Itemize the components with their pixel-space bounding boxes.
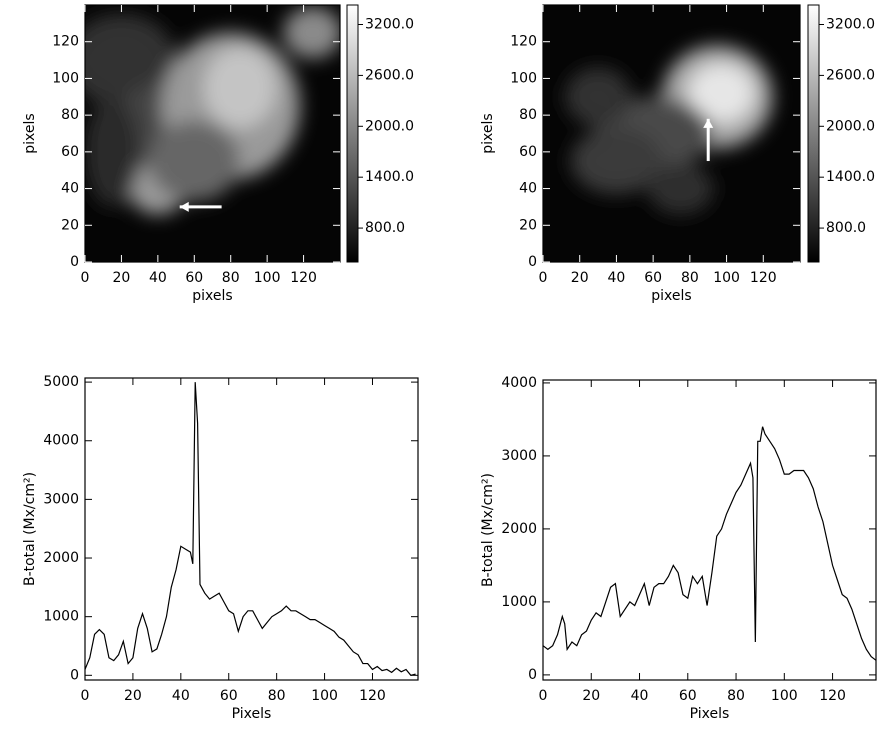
colorbar-tick-label: 2000.0 [826,118,875,134]
y-axis-label: B-total (Mx/cm²) [480,473,496,587]
y-tick-label: 120 [510,34,537,50]
colorbar-tick-label: 2000.0 [365,118,414,134]
field-region [647,162,714,215]
x-tick-label: 100 [771,688,798,704]
field-region [148,120,240,202]
y-tick-label: 120 [52,34,79,50]
x-tick-label: 100 [254,270,281,286]
y-tick-label: 40 [519,181,537,197]
image-field [85,6,340,215]
x-tick-label: 100 [713,270,740,286]
x-tick-label: 20 [113,270,131,286]
x-tick-label: 20 [582,688,600,704]
y-tick-label: 0 [70,254,79,270]
x-tick-label: 40 [631,688,649,704]
panel: 0 20 40 60 80 100 120 0 1000 2000 3000 4000 5000 Pixe… [22,374,419,722]
x-tick-label: 120 [750,270,777,286]
y-tick-label: 20 [519,217,537,233]
x-tick-label: 20 [124,688,142,704]
axes-frame [542,379,877,681]
y-tick-label: 2000 [43,550,79,566]
field-region [283,6,340,59]
y-axis-label: B-total (Mx/cm²) [22,472,38,586]
y-tick-label: 20 [61,217,79,233]
field-region [688,63,755,123]
x-tick-label: 60 [679,688,697,704]
y-tick-label: 1000 [501,594,537,610]
y-tick-label: 3000 [43,491,79,507]
x-tick-label: 40 [149,270,167,286]
y-axis-label: pixels [22,113,38,153]
y-axis-label: pixels [480,113,496,153]
x-tick-label: 0 [81,270,90,286]
x-tick-label: 60 [220,688,238,704]
y-tick-label: 4000 [43,433,79,449]
x-tick-label: 120 [819,688,846,704]
field-region [570,127,663,195]
colorbar-tick-label: 1400.0 [365,169,414,185]
field-region [85,96,140,207]
x-axis-label: Pixels [690,706,730,722]
x-tick-label: 80 [222,270,240,286]
x-tick-label: 120 [359,688,386,704]
y-tick-label: 40 [61,181,79,197]
y-tick-label: 0 [70,667,79,683]
x-tick-label: 40 [172,688,190,704]
colorbar-tick-label: 800.0 [365,220,405,236]
x-tick-label: 60 [644,270,662,286]
y-tick-label: 60 [519,144,537,160]
y-tick-label: 3000 [501,448,537,464]
axes-frame [84,377,419,681]
y-tick-label: 0 [528,254,537,270]
y-tick-label: 80 [519,107,537,123]
x-tick-label: 80 [268,688,286,704]
data-line [542,426,877,661]
x-tick-label: 0 [81,688,90,704]
colorbar [346,4,359,263]
panel: 0 20 40 60 80 100 120 0 1000 2000 3000 4000 Pixels B-… [480,375,877,722]
field-region [565,67,632,127]
x-axis-label: pixels [192,288,232,304]
y-tick-label: 0 [528,667,537,683]
y-tick-label: 5000 [43,374,79,390]
x-tick-label: 40 [608,270,626,286]
panel: 800.0 1400.0 2000.0 2600.0 3200.0 0 20 40 60 80 10… [22,4,414,304]
panel: 800.0 1400.0 2000.0 2600.0 3200.0 0 20 40 60 80 10… [480,4,875,304]
x-tick-label: 120 [290,270,317,286]
y-tick-label: 1000 [43,609,79,625]
colorbar-tick-label: 2600.0 [365,67,414,83]
arrow-head [703,118,714,128]
axes-frame [84,4,341,263]
x-axis-label: pixels [651,288,691,304]
x-tick-label: 20 [571,270,589,286]
arrow-head [179,201,189,212]
y-tick-label: 60 [61,144,79,160]
axes-frame [542,4,801,263]
y-tick-label: 80 [61,107,79,123]
x-tick-label: 60 [185,270,203,286]
x-tick-label: 100 [311,688,338,704]
x-tick-label: 80 [727,688,745,704]
x-axis-label: Pixels [232,706,272,722]
y-tick-label: 100 [52,70,79,86]
colorbar-tick-label: 800.0 [826,220,866,236]
image-field [565,45,773,215]
field-region [203,47,277,128]
colorbar-tick-label: 3200.0 [365,17,414,33]
data-line [84,382,416,676]
y-tick-label: 100 [510,70,537,86]
y-tick-label: 2000 [501,521,537,537]
colorbar-tick-label: 2600.0 [826,67,875,83]
x-tick-label: 0 [539,270,548,286]
colorbar-tick-label: 3200.0 [826,17,875,33]
colorbar [807,4,820,263]
x-tick-label: 0 [539,688,548,704]
colorbar-tick-label: 1400.0 [826,169,875,185]
x-tick-label: 80 [681,270,699,286]
y-tick-label: 4000 [501,375,537,391]
